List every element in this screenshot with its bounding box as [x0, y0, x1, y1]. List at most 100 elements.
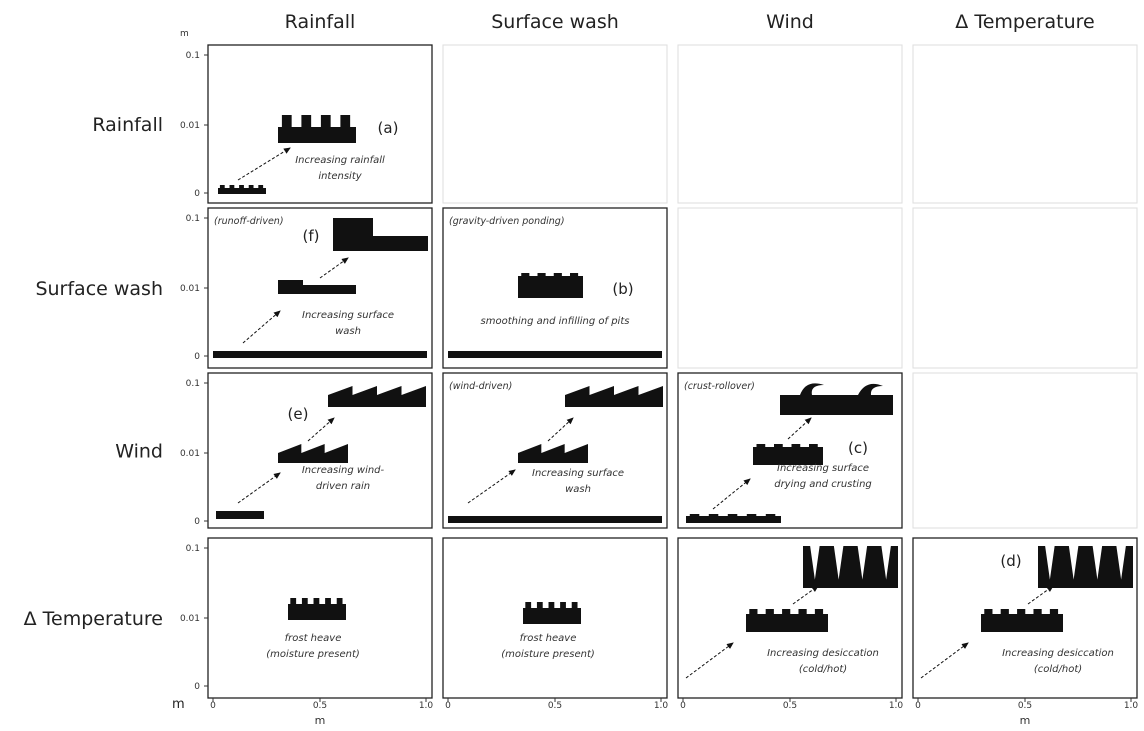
- panel-caption: Increasing desiccation: [767, 648, 879, 659]
- y-tick-label: 0.01: [180, 284, 200, 294]
- x-tick-label: 0: [915, 701, 921, 711]
- empty-panel: [677, 207, 903, 369]
- arrow: [547, 417, 574, 442]
- schematic-shape: [803, 546, 898, 588]
- schematic-shape: [981, 609, 1063, 632]
- panel-label: (e): [288, 405, 309, 423]
- panel-caption: frost heave: [285, 633, 342, 644]
- panel-note: (crust-rollover): [684, 381, 755, 392]
- x-unit: m: [315, 714, 326, 727]
- panel-note: (runoff-driven): [214, 216, 284, 227]
- y-unit: m: [180, 29, 189, 39]
- schematic-shape: [448, 351, 662, 358]
- panel-content: (wind-driven) Increasing surface wash: [448, 381, 663, 523]
- schematic-shape: [218, 185, 266, 194]
- arrow: [1027, 585, 1054, 605]
- panel-caption: frost heave: [520, 633, 577, 644]
- arrow: [467, 469, 516, 504]
- arrow: [920, 642, 969, 679]
- empty-panel: [442, 44, 668, 204]
- panel-caption: drying and crusting: [774, 479, 872, 490]
- panel-label: (c): [848, 439, 868, 457]
- x-tick-label: 0.5: [313, 701, 327, 711]
- row-header: Δ Temperature: [24, 608, 163, 630]
- schematic-shape: [448, 516, 662, 523]
- panel-label: (b): [612, 280, 633, 298]
- empty-panel: [912, 372, 1138, 529]
- x-tick-label: 0: [445, 701, 451, 711]
- panel-caption: smoothing and infilling of pits: [481, 316, 630, 327]
- panel-caption: (cold/hot): [1034, 664, 1082, 675]
- panel-caption: Increasing surface: [302, 310, 394, 321]
- schematic-shape: [278, 115, 356, 143]
- panel-caption: Increasing surface: [532, 468, 624, 479]
- arrow: [319, 257, 349, 279]
- panel-caption: (moisture present): [266, 649, 360, 660]
- panel-caption: (cold/hot): [799, 664, 847, 675]
- schematic-shape: [523, 602, 581, 624]
- panel-content: (d) Increasing desiccation (cold/hot): [920, 546, 1133, 679]
- panel-content: frost heave (moisture present): [266, 598, 360, 660]
- x-tick-label: 0: [210, 701, 216, 711]
- arrow: [237, 472, 281, 504]
- panel-content: (e) Increasing wind-driven rain: [216, 386, 426, 519]
- panel-caption: Increasing surface: [777, 463, 869, 474]
- row-header: Surface wash: [35, 278, 163, 300]
- panel-content: (runoff-driven) (f) Increasing surface wash: [213, 216, 428, 358]
- panel-note: (gravity-driven ponding): [449, 216, 565, 227]
- y-tick-label: 0.1: [186, 379, 200, 389]
- panel-content: (crust-rollover) (c) Increasing surface dry…: [684, 381, 893, 523]
- y-tick-label: 0.01: [180, 121, 200, 131]
- panel-content: (gravity-driven ponding) (b) smoothing and…: [448, 216, 662, 358]
- schematic-shape: [686, 514, 781, 523]
- schematic-shape: [565, 386, 663, 407]
- x-unit: m: [1020, 714, 1031, 727]
- x-tick-label: 0: [680, 701, 686, 711]
- column-header: Wind: [766, 11, 814, 33]
- y-tick-label: 0.1: [186, 214, 200, 224]
- arrow: [792, 585, 819, 605]
- schematic-shape: [1038, 546, 1133, 588]
- panel-caption: (moisture present): [501, 649, 595, 660]
- panel: [207, 372, 433, 529]
- x-tick-label: 1.0: [1124, 701, 1139, 711]
- panel-caption: intensity: [318, 171, 362, 182]
- panel-label: (f): [303, 227, 320, 245]
- panel-content: (a) Increasing rainfall intensity: [218, 115, 398, 194]
- x-tick-label: 0.5: [783, 701, 797, 711]
- curl: [858, 383, 883, 395]
- column-header: Surface wash: [491, 11, 619, 33]
- arrow: [307, 417, 335, 442]
- x-tick-label: 0.5: [548, 701, 562, 711]
- schematic-shape: [278, 280, 356, 294]
- schematic-shape: [333, 218, 428, 251]
- empty-panel: [677, 44, 903, 204]
- panel-caption: Increasing desiccation: [1002, 648, 1114, 659]
- arrow: [685, 642, 734, 679]
- panel-caption: Increasing wind-: [302, 465, 385, 476]
- panel-note: (wind-driven): [449, 381, 512, 392]
- x-tick-label: 1.0: [419, 701, 434, 711]
- panel-caption: driven rain: [316, 481, 370, 492]
- arrow: [237, 147, 291, 181]
- panel-label: (d): [1000, 552, 1021, 570]
- panel-label: (a): [378, 119, 399, 137]
- y-tick-label: 0: [194, 517, 200, 527]
- curl: [800, 383, 824, 395]
- schematic-shape: [278, 444, 348, 463]
- y-tick-label: 0.1: [186, 544, 200, 554]
- panel: [677, 372, 903, 529]
- y-tick-label: 0.01: [180, 449, 200, 459]
- row-header: Rainfall: [92, 114, 163, 136]
- schematic-shape: [518, 273, 583, 298]
- x-tick-label: 0.5: [1018, 701, 1032, 711]
- panel-content: Increasing desiccation (cold/hot): [685, 546, 898, 679]
- panel: [207, 44, 433, 204]
- x-tick-label: 1.0: [889, 701, 904, 711]
- y-tick-label: 0.1: [186, 51, 200, 61]
- schematic-shape: [518, 444, 588, 463]
- arrow: [787, 417, 812, 440]
- panel-caption: Increasing rainfall: [295, 155, 385, 166]
- panel-content: frost heave (moisture present): [501, 602, 595, 660]
